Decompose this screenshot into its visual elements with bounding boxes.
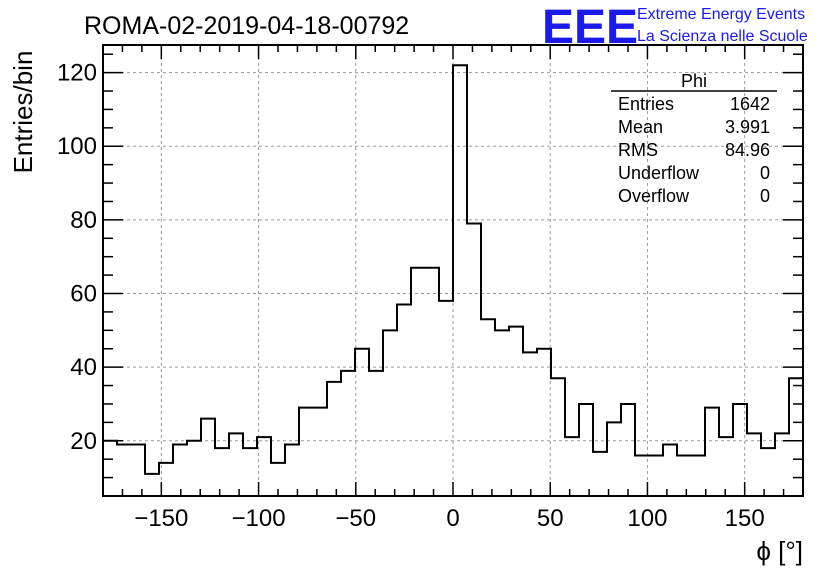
histogram-bin [383, 330, 397, 496]
histogram-series [103, 64, 803, 496]
histogram-bin [201, 419, 215, 496]
histogram-bin [761, 448, 775, 496]
histogram-bin [705, 408, 719, 496]
chart-title: ROMA-02-2019-04-18-00792 [84, 12, 409, 40]
x-tick-label: 50 [537, 505, 564, 532]
tick-labels: −150 −100 −50 0 50 100 150 20 40 60 80 100 120 [57, 60, 765, 532]
histogram-bin [593, 452, 607, 496]
stats-row-value: 84.96 [725, 140, 770, 160]
histogram-bin [649, 456, 663, 496]
histogram-bin [691, 456, 705, 496]
stats-title: Phi [681, 71, 707, 91]
histogram-bin [327, 382, 341, 496]
histogram-bin [285, 444, 299, 496]
histogram-bin [621, 404, 635, 496]
histogram-bin [565, 437, 579, 496]
logo-line2: La Scienza nelle Scuole [637, 28, 808, 45]
histogram-bin [439, 301, 453, 496]
histogram-bin [509, 327, 523, 496]
histogram-bin [481, 319, 495, 496]
x-tick-label: −100 [232, 505, 286, 532]
y-tick-label: 100 [57, 133, 97, 160]
y-tick-label: 80 [70, 207, 97, 234]
histogram-bin [579, 404, 593, 496]
histogram-bin [775, 433, 789, 496]
histogram-bin [607, 422, 621, 496]
histogram-bin [467, 224, 481, 496]
axis-ticks [103, 45, 803, 496]
histogram-bin [243, 448, 257, 496]
histogram-bin [411, 268, 425, 496]
x-tick-label: 0 [446, 505, 459, 532]
x-tick-label: 150 [725, 505, 765, 532]
stats-row-value: 1642 [730, 94, 770, 114]
stats-row-value: 0 [760, 163, 770, 183]
histogram-bin [747, 433, 761, 496]
x-axis-title: ϕ [°] [756, 536, 803, 566]
y-tick-label: 60 [70, 281, 97, 308]
histogram-bin [187, 441, 201, 496]
y-tick-label: 20 [70, 428, 97, 455]
histogram-bin [425, 268, 439, 496]
histogram-bin [663, 444, 677, 496]
histogram-bin [215, 448, 229, 496]
histogram-bin [103, 441, 117, 496]
histogram-bin [229, 433, 243, 496]
stats-row-label: Mean [618, 117, 663, 137]
histogram-bin [313, 408, 327, 496]
y-tick-label: 120 [57, 60, 97, 87]
histogram-bin [173, 444, 187, 496]
histogram-bin [677, 456, 691, 496]
histogram-bin [299, 408, 313, 496]
histogram-bin [719, 437, 733, 496]
histogram-bin [537, 349, 551, 496]
histogram-bin [131, 444, 145, 496]
histogram-bin [117, 444, 131, 496]
stats-row-label: RMS [618, 140, 658, 160]
histogram-bin [495, 330, 509, 496]
histogram-bin [523, 352, 537, 496]
x-tick-label: −150 [134, 505, 188, 532]
x-tick-label: −50 [335, 505, 376, 532]
histogram-bin [369, 371, 383, 496]
histogram-outline [103, 64, 803, 475]
stats-row-value: 0 [760, 186, 770, 206]
y-axis-title: Entries/bin [8, 51, 38, 174]
plot-frame [102, 44, 804, 497]
histogram-bin [355, 349, 369, 496]
histogram-bin [453, 65, 467, 496]
stats-row-label: Underflow [618, 163, 700, 183]
logo-mark: EEE [542, 1, 638, 54]
histogram-bin [551, 378, 565, 496]
stats-box: Phi Entries 1642 Mean 3.991 RMS 84.96 Underflo… [611, 71, 777, 206]
eee-logo: EEE Extreme Energy Events La Scienza nel… [542, 1, 808, 54]
histogram-bin [397, 305, 411, 496]
stats-row-label: Entries [618, 94, 674, 114]
y-tick-label: 40 [70, 354, 97, 381]
stats-row-label: Overflow [618, 186, 690, 206]
logo-line1: Extreme Energy Events [637, 6, 805, 23]
stats-row-value: 3.991 [725, 117, 770, 137]
stats-rows: Entries 1642 Mean 3.991 RMS 84.96 Underflow 0 Ov… [618, 94, 770, 206]
histogram-bin [341, 371, 355, 496]
histogram-bin [145, 474, 159, 496]
x-tick-label: 100 [627, 505, 667, 532]
